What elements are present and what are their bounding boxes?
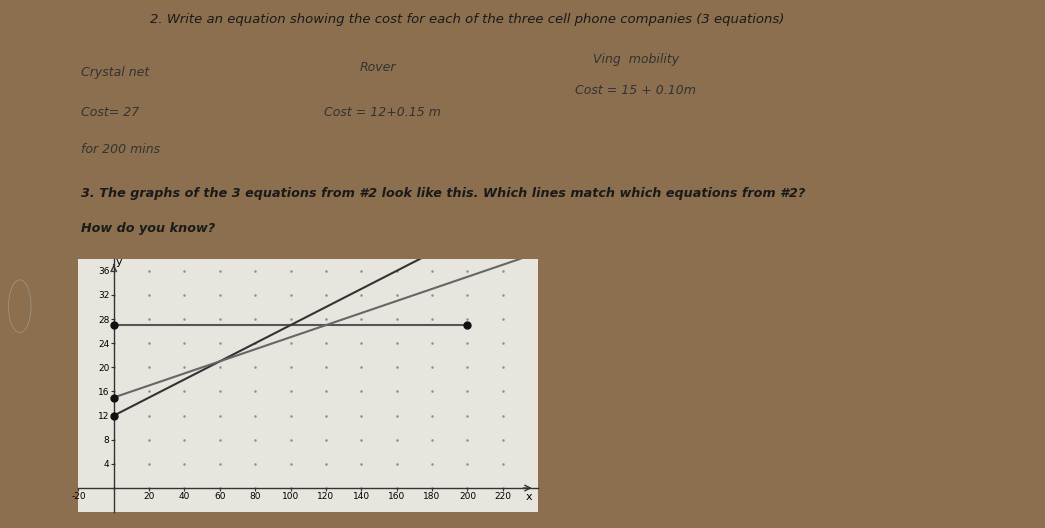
Text: 3. The graphs of the 3 equations from #2 look like this. Which lines match which: 3. The graphs of the 3 equations from #2… xyxy=(80,187,805,201)
Text: Rover: Rover xyxy=(359,61,396,74)
Text: y: y xyxy=(116,257,122,267)
Text: Cost = 15 + 0.10m: Cost = 15 + 0.10m xyxy=(575,84,696,98)
Ellipse shape xyxy=(8,280,31,333)
Text: Crystal net: Crystal net xyxy=(80,66,149,79)
Text: How do you know?: How do you know? xyxy=(80,222,215,235)
Text: Cost= 27: Cost= 27 xyxy=(80,106,139,119)
Text: Cost = 12+0.15 m: Cost = 12+0.15 m xyxy=(324,106,440,119)
Text: x: x xyxy=(526,492,533,502)
Text: 2. Write an equation showing the cost for each of the three cell phone companies: 2. Write an equation showing the cost fo… xyxy=(150,13,785,26)
Text: Ving  mobility: Ving mobility xyxy=(594,53,679,66)
Text: for 200 mins: for 200 mins xyxy=(80,143,160,156)
